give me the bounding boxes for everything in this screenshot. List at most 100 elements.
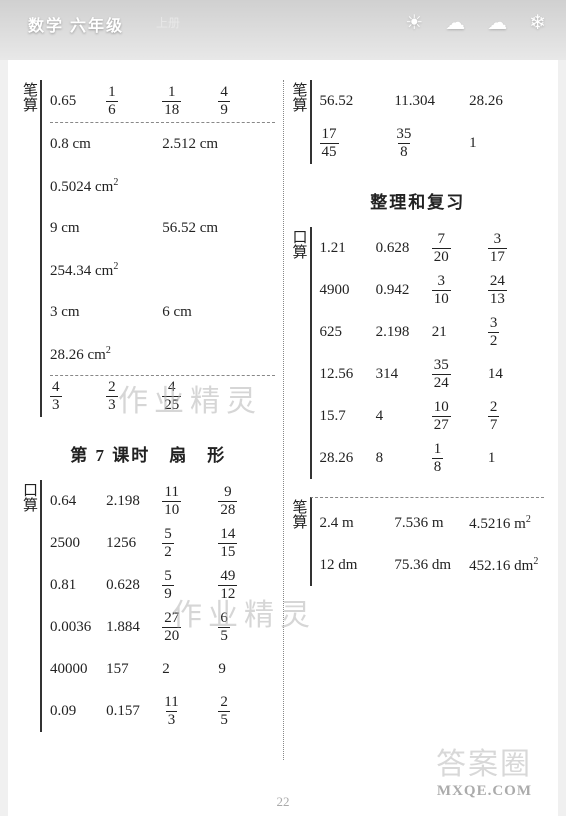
- data-row: 6252.1982132: [320, 311, 545, 353]
- fraction: 1745: [320, 127, 339, 160]
- fraction: 25: [218, 695, 230, 728]
- fraction: 113: [162, 695, 180, 728]
- lesson7-heading: 第 7 课时 扇 形: [22, 441, 275, 466]
- value-cell: 0.09: [50, 703, 106, 720]
- value-cell: 23: [106, 380, 162, 413]
- value-cell: 928: [218, 485, 274, 518]
- value-cell: 1.884: [106, 619, 162, 636]
- value-cell: 4912: [218, 569, 274, 602]
- value-cell: 3 cm: [50, 304, 162, 321]
- value-cell: 452.16 dm2: [469, 556, 544, 575]
- value-cell: 1027: [432, 400, 488, 433]
- value-cell: 358: [394, 127, 469, 160]
- value-cell: 0.0036: [50, 619, 106, 636]
- data-row: 4000015729: [50, 648, 275, 690]
- cloud-icon: ☁: [487, 10, 507, 35]
- data-row: 9 cm56.52 cm: [50, 207, 275, 249]
- fraction: 425: [162, 380, 181, 413]
- value-cell: 2: [162, 661, 218, 678]
- value-cell: 310: [432, 274, 488, 307]
- section-bisuan-top: 笔算 56.5211.30428.2617453581: [292, 80, 545, 164]
- fraction: 49: [218, 85, 230, 118]
- value-cell: 43: [50, 380, 106, 413]
- value-cell: 2.512 cm: [162, 136, 274, 153]
- fraction: 928: [218, 485, 237, 518]
- fraction: 317: [488, 232, 507, 265]
- fraction: 65: [218, 611, 230, 644]
- data-row: 12.56314352414: [320, 353, 545, 395]
- value-cell: 4900: [320, 282, 376, 299]
- value-cell: 56.52 cm: [162, 220, 274, 237]
- value-cell: 28.26: [320, 450, 376, 467]
- fraction: 3524: [432, 358, 451, 391]
- fraction: 23: [106, 380, 118, 413]
- data-row: 15.74102727: [320, 395, 545, 437]
- page-header: 数学 六年级 上册 ☀ ☁ ☁ ❄: [0, 0, 566, 60]
- value-cell: 0.628: [106, 577, 162, 594]
- data-row: 0.8 cm2.512 cm: [50, 123, 275, 165]
- value-cell: 49: [218, 85, 274, 118]
- value-cell: 75.36 dm: [394, 557, 469, 574]
- value-cell: 14: [488, 366, 544, 383]
- value-cell: 317: [488, 232, 544, 265]
- fraction: 2413: [488, 274, 507, 307]
- value-cell: 2.198: [106, 493, 162, 510]
- fraction: 59: [162, 569, 174, 602]
- section-bisuan-left: 笔算 0.6516118490.8 cm2.512 cm0.5024 cm29 …: [22, 80, 275, 417]
- value-cell: 0.64: [50, 493, 106, 510]
- value-cell: 11.304: [394, 93, 469, 110]
- review-heading: 整理和复习: [292, 188, 545, 213]
- value-cell: 28.26: [469, 93, 544, 110]
- fraction: 118: [162, 85, 181, 118]
- value-cell: 9: [218, 661, 274, 678]
- value-cell: 2413: [488, 274, 544, 307]
- fraction: 310: [432, 274, 451, 307]
- data-row: 0.090.15711325: [50, 690, 275, 732]
- value-cell: 625: [320, 324, 376, 341]
- section-label-bisuan: 笔算: [292, 80, 310, 164]
- section-body: 1.210.62872031749000.94231024136252.1982…: [310, 227, 545, 479]
- fraction: 27: [488, 400, 500, 433]
- header-title: 数学 六年级: [28, 18, 124, 35]
- section-bisuan-bottom: 笔算 2.4 m7.536 m4.5216 m212 dm75.36 dm452…: [292, 497, 545, 586]
- right-column: 笔算 56.5211.30428.2617453581 整理和复习 口算 1.2…: [286, 80, 545, 816]
- value-cell: 157: [106, 661, 162, 678]
- section-kousuan-review: 口算 1.210.62872031749000.94231024136252.1…: [292, 227, 545, 479]
- section-body: 2.4 m7.536 m4.5216 m212 dm75.36 dm452.16…: [310, 497, 545, 586]
- data-row: 49000.9423102413: [320, 269, 545, 311]
- value-cell: 0.8 cm: [50, 136, 162, 153]
- section-body: 56.5211.30428.2617453581: [310, 80, 545, 164]
- value-cell: 2.198: [376, 324, 432, 341]
- value-cell: 16: [106, 85, 162, 118]
- fraction: 1110: [162, 485, 181, 518]
- value-cell: 59: [162, 569, 218, 602]
- value-cell: 65: [218, 611, 274, 644]
- value-cell: 28.26 cm2: [50, 345, 162, 364]
- data-row: 17453581: [320, 122, 545, 164]
- value-cell: 56.52: [320, 93, 395, 110]
- header-subtitle: 上册: [156, 14, 180, 31]
- data-row: 28.26818 1: [320, 437, 545, 479]
- section-label-bisuan: 笔算: [292, 497, 310, 586]
- data-row: 0.810.628594912: [50, 564, 275, 606]
- data-row: 56.5211.30428.26: [320, 80, 545, 122]
- section-label-kousuan: 口算: [22, 480, 40, 732]
- value-cell: 1415: [218, 527, 274, 560]
- section-kousuan7: 口算 0.642.1981110928250012565214150.810.6…: [22, 480, 275, 732]
- data-row: 28.26 cm2: [50, 333, 275, 375]
- value-cell: 1.21: [320, 240, 376, 257]
- value-cell: 254.34 cm2: [50, 261, 162, 280]
- data-row: 43 23 425: [50, 375, 275, 417]
- value-cell: 720: [432, 232, 488, 265]
- fraction: 18: [432, 442, 444, 475]
- value-cell: 8: [376, 450, 432, 467]
- fraction: 43: [50, 380, 62, 413]
- value-cell: 1: [488, 450, 544, 467]
- value-cell: 4.5216 m2: [469, 514, 544, 533]
- fraction: 358: [394, 127, 413, 160]
- left-column: 笔算 0.6516118490.8 cm2.512 cm0.5024 cm29 …: [22, 80, 281, 816]
- value-cell: 21: [432, 324, 488, 341]
- value-cell: 0.628: [376, 240, 432, 257]
- value-cell: 118: [162, 85, 218, 118]
- value-cell: 25: [218, 695, 274, 728]
